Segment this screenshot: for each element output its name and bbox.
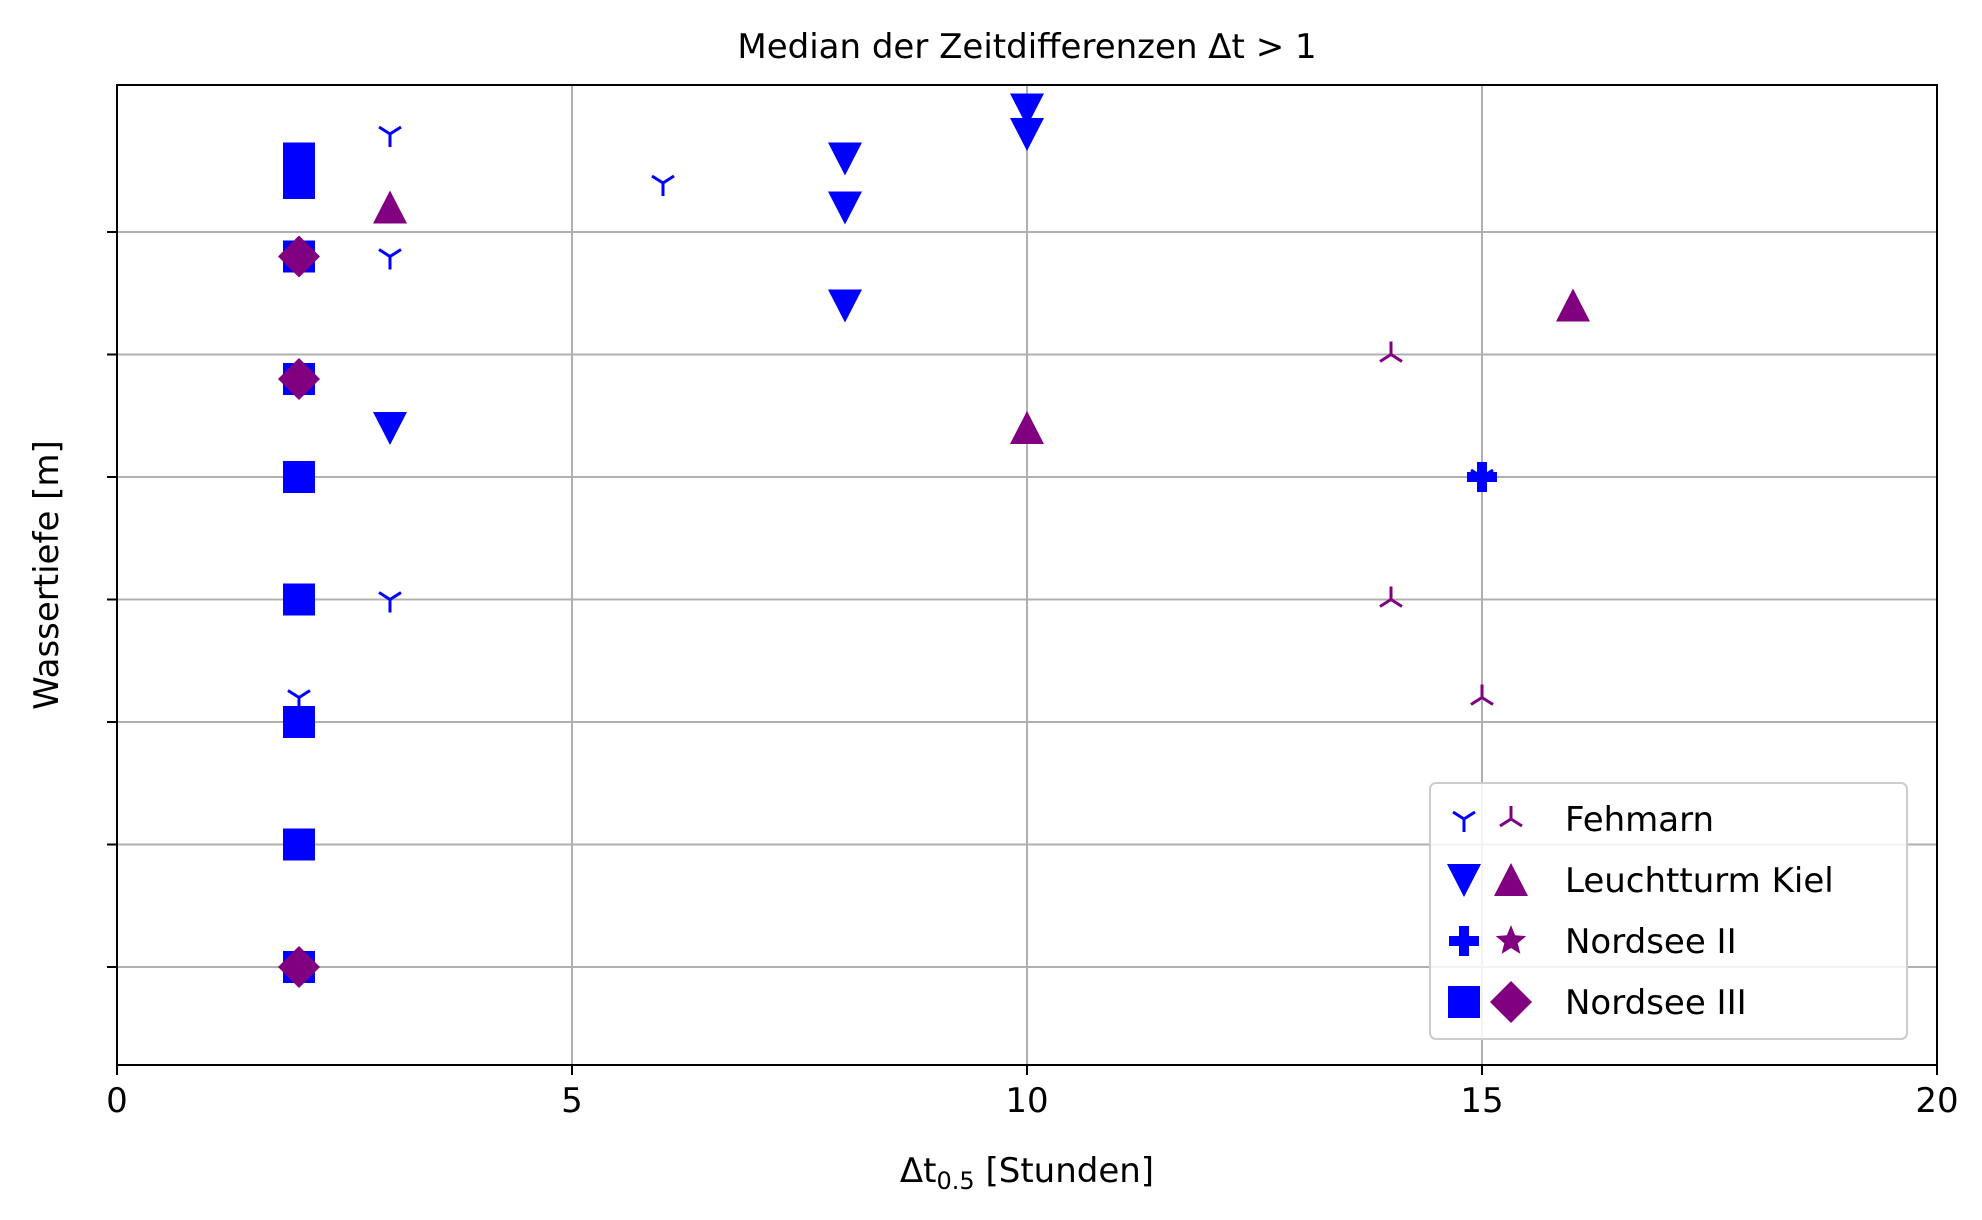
point-square — [283, 828, 315, 861]
point-tri_down — [378, 248, 402, 270]
point-triangle_up — [1556, 288, 1590, 322]
legend-label: Fehmarn — [1565, 800, 1714, 840]
point-tri_down — [651, 174, 675, 196]
x-tick-label: 0 — [106, 1081, 128, 1121]
point-diamond — [278, 358, 320, 400]
y-axis-label: Wassertiefe [m] — [27, 440, 67, 710]
point-triangle_up — [1010, 411, 1044, 444]
point-triangle_up — [373, 190, 407, 224]
point-plus — [1467, 462, 1497, 492]
x-axis-label-unit: [Stunden] — [975, 1151, 1154, 1191]
legend-marker-tri_down — [1452, 810, 1476, 832]
legend-label: Leuchtturm Kiel — [1565, 861, 1834, 901]
legend-marker-tri_up — [1499, 806, 1523, 828]
x-axis-label-subscript: 0.5 — [937, 1167, 975, 1195]
legend: Fehmarn Leuchtturm Kiel Nordsee II Nordsee … — [1429, 782, 1908, 1040]
legend-marker-star — [1495, 925, 1527, 954]
legend-label: Nordsee II — [1565, 922, 1737, 962]
point-tri_up — [1470, 684, 1494, 706]
x-axis-label-main: Δt — [900, 1151, 937, 1191]
point-diamond — [278, 946, 320, 988]
x-tick-label: 5 — [561, 1081, 583, 1121]
grid-lines — [117, 85, 1937, 1065]
legend-box — [1429, 782, 1908, 1040]
chart-title: Median der Zeitdifferenzen Δt > 1 — [737, 27, 1316, 67]
point-square — [283, 167, 315, 199]
point-tri_up — [1379, 586, 1403, 608]
legend-marker-square — [1448, 986, 1480, 1018]
point-square — [283, 461, 315, 493]
x-tick-label: 20 — [1915, 1081, 1958, 1121]
point-triangle_down — [1010, 118, 1044, 151]
point-tri_up — [1379, 341, 1403, 363]
point-tri_down — [378, 591, 402, 613]
point-square — [283, 706, 315, 738]
point-diamond — [278, 235, 320, 278]
point-triangle_down — [828, 142, 862, 176]
legend-label: Nordsee III — [1565, 983, 1747, 1023]
point-triangle_down — [828, 289, 862, 323]
x-tick-label: 15 — [1460, 1081, 1503, 1121]
point-triangle_down — [828, 191, 862, 225]
point-triangle_down — [1010, 93, 1044, 127]
point-tri_down — [378, 125, 402, 147]
data-points — [278, 93, 1590, 988]
legend-marker-plus — [1449, 926, 1479, 956]
axis-ticks: 0 5 10 15 20 — [106, 231, 1959, 1121]
x-axis-label: Δt0.5 [Stunden] — [900, 1151, 1154, 1195]
legend-marker-triangle_up — [1494, 863, 1528, 896]
point-square — [283, 583, 315, 616]
x-tick-label: 10 — [1005, 1081, 1048, 1121]
legend-marker-triangle_down — [1447, 864, 1481, 897]
point-triangle_down — [373, 412, 407, 445]
legend-marker-diamond — [1490, 981, 1532, 1023]
